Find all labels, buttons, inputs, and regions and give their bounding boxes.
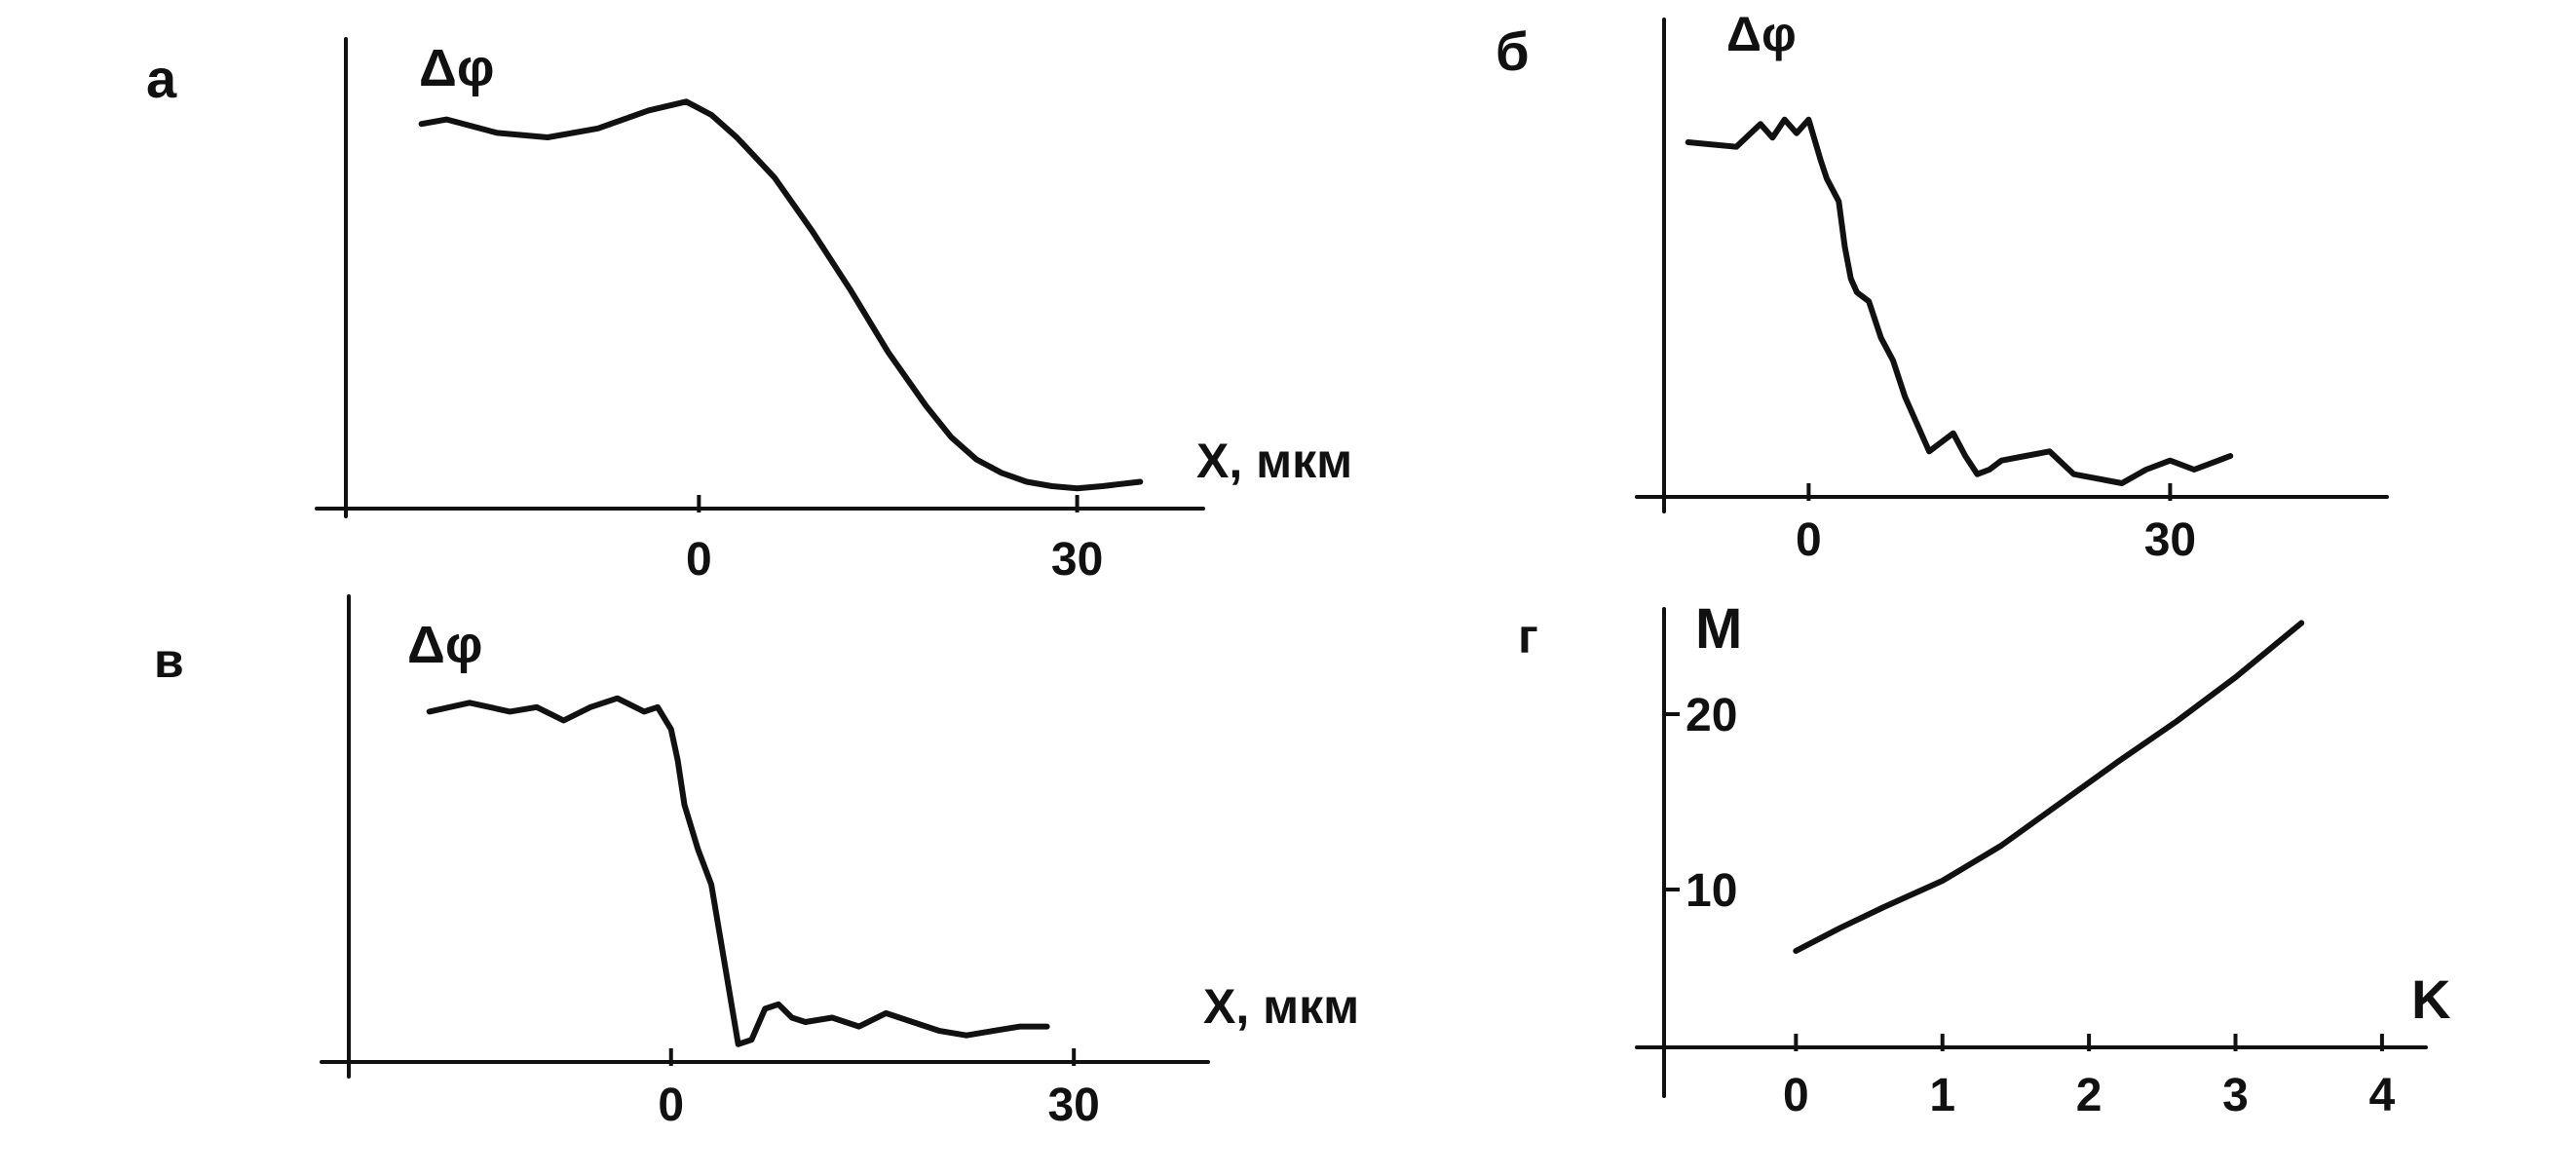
x-tick-label: 30 — [1051, 534, 1103, 586]
y-axis-label-b: Δφ — [1726, 7, 1797, 61]
x-ticks-b: 0 30 — [1796, 483, 2196, 566]
x-tick-label: 1 — [1929, 1070, 1955, 1121]
y-tick-label: 10 — [1686, 865, 1737, 917]
x-axis-label-c: X, мкм — [1203, 979, 1359, 1034]
x-tick-label: 2 — [2076, 1070, 2102, 1121]
y-axis-label-c: Δφ — [407, 616, 482, 674]
panel-d: г M K 0 1 2 3 4 10 20 — [1518, 597, 2450, 1121]
x-ticks-a: 0 30 — [686, 495, 1103, 586]
panel-label-b: б — [1496, 20, 1530, 82]
x-axis-label-a: X, мкм — [1196, 434, 1352, 488]
x-ticks-d: 0 1 2 3 4 — [1783, 1034, 2396, 1121]
y-tick-label: 20 — [1686, 690, 1737, 741]
x-tick-label: 3 — [2222, 1070, 2249, 1121]
x-ticks-c: 0 30 — [658, 1048, 1100, 1131]
x-tick-label: 30 — [1047, 1080, 1099, 1131]
panel-c: в Δφ X, мкм 0 30 — [154, 594, 1359, 1131]
series-line-c — [426, 695, 1050, 1047]
panel-label-c: в — [154, 633, 184, 688]
series-line-a — [418, 98, 1144, 492]
x-tick-label: 0 — [686, 534, 712, 586]
x-axis-label-d: K — [2411, 968, 2450, 1030]
panel-label-a: а — [146, 48, 177, 109]
x-tick-label: 0 — [1796, 514, 1822, 566]
x-tick-label: 30 — [2144, 514, 2196, 566]
series-line-b — [1685, 116, 2234, 486]
series-line-d — [1793, 620, 2305, 954]
x-tick-label: 0 — [658, 1080, 684, 1131]
y-axis-label-d: M — [1695, 597, 1742, 661]
panel-a: а Δφ X, мкм 0 30 — [146, 37, 1352, 586]
y-axis-label-a: Δφ — [419, 39, 494, 97]
x-tick-label: 0 — [1783, 1070, 1809, 1121]
y-ticks-d: 10 20 — [1664, 690, 1737, 917]
x-tick-label: 4 — [2369, 1070, 2396, 1121]
panel-b: б Δφ 0 30 — [1496, 7, 2389, 566]
panel-label-d: г — [1518, 609, 1538, 663]
